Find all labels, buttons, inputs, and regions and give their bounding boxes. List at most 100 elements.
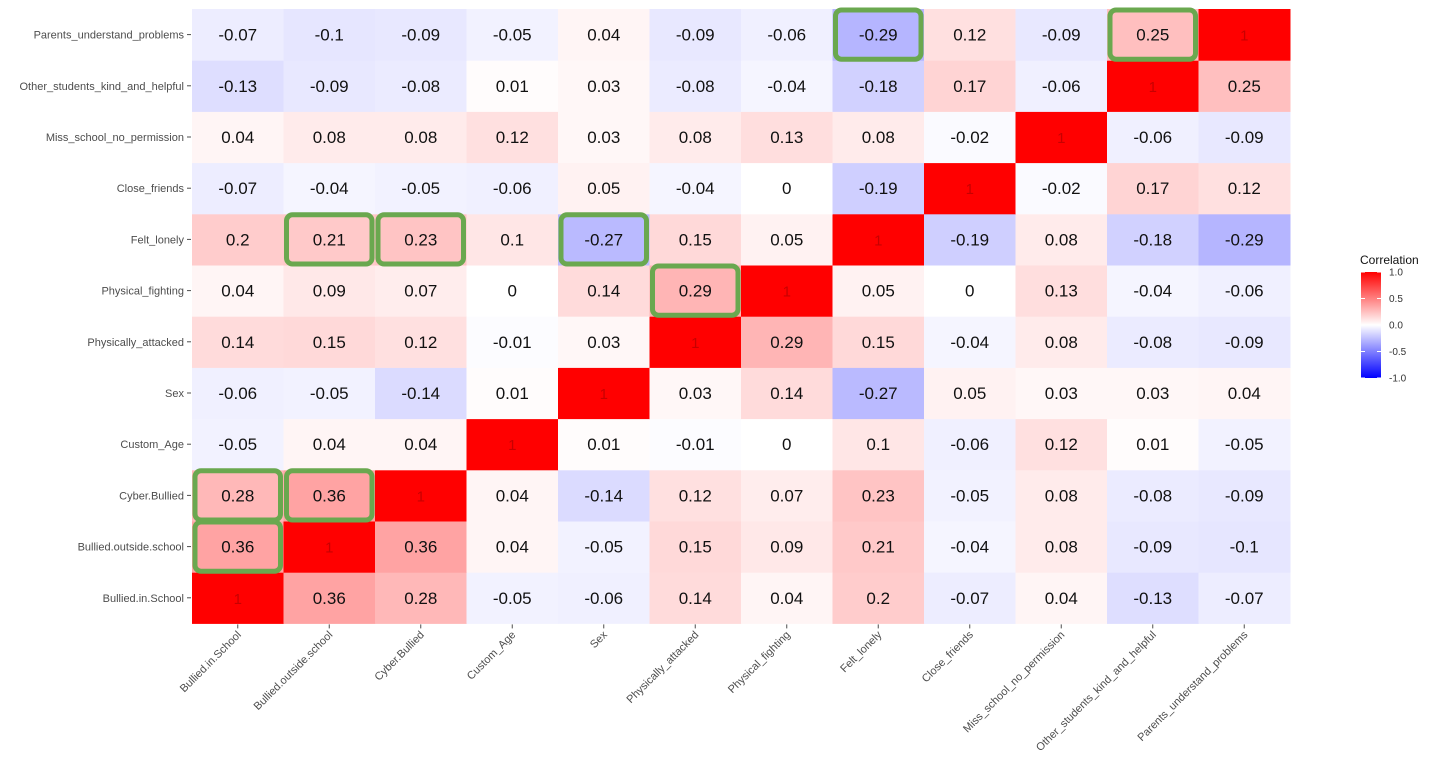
cell-value-label: 0.23 [862,486,895,505]
heatmap-cell [558,60,650,112]
cell-value-label: 1 [783,284,791,301]
highlight-box [284,212,375,267]
cell-value-label: 1 [874,232,882,249]
heatmap-cell [558,367,650,420]
cell-value-label: 0.08 [1045,538,1078,557]
cell-value-label: 0.09 [313,282,346,301]
heatmap-cell [1107,111,1199,164]
cell-value-label: -0.06 [584,589,623,608]
heatmap-cell [741,521,833,573]
heatmap-cell [466,60,559,112]
cell-value-label: 0.21 [862,538,895,557]
cell-value-label: 0.04 [770,589,803,608]
cell-value-label: -0.08 [1133,486,1172,505]
heatmap-cell [283,60,376,112]
heatmap-cell [1107,572,1199,624]
heatmap-cell [832,572,925,624]
cell-value-label: -0.05 [310,384,349,403]
heatmap-cell [649,162,742,215]
heatmap-cell [924,111,1016,164]
cell-value-label: 0.2 [226,230,250,249]
cell-value-label: -0.09 [1225,486,1264,505]
cell-value-label: 0.36 [313,486,346,505]
heatmap-cell [283,316,376,368]
cell-value-label: 0 [508,282,517,301]
heatmap-cell [649,213,742,266]
heatmap-cell [558,213,650,266]
cell-value-label: 0.12 [404,333,437,352]
heatmap-cell [1198,316,1291,368]
heatmap-cell [192,162,284,215]
x-tick-label: Cyber.Bullied [373,629,427,683]
heatmap-cell [375,469,467,522]
cell-value-label: 0.14 [221,333,254,352]
cell-value-label: 0.04 [496,538,529,557]
cell-value-label: 1 [417,488,425,505]
cell-value-label: 0.03 [587,77,620,96]
cell-value-label: -0.08 [676,77,715,96]
heatmap-cell [1107,265,1199,317]
cell-value-label: -0.06 [1042,77,1081,96]
cell-value-label: -0.27 [584,230,623,249]
cell-value-label: 0.14 [679,589,712,608]
heatmap-cell [1198,9,1291,61]
cell-value-label: 0.28 [404,589,437,608]
cell-value-label: 0.04 [496,486,529,505]
heatmap-cell [1198,418,1291,471]
cell-value-label: -0.09 [1225,128,1264,147]
heatmap-cell [741,162,833,215]
legend-title: Correlation [1360,253,1419,267]
cell-value-label: 0.03 [679,384,712,403]
cell-value-label: 0.08 [404,128,437,147]
heatmap-cell [1198,111,1291,164]
highlight-box [375,212,466,267]
cell-value-label: 0.01 [587,435,620,454]
heatmap-cell [283,213,376,266]
heatmap-cell [283,418,376,471]
cell-value-label: 0.08 [1045,486,1078,505]
cell-value-label: 0.04 [1045,589,1078,608]
heatmap-cell [375,418,467,471]
cell-value-label: -0.19 [950,230,989,249]
cell-value-label: -0.14 [401,384,440,403]
heatmap-cell [558,111,650,164]
heatmap-cell [741,213,833,266]
heatmap-cell [466,572,559,624]
heatmap-cell [741,367,833,420]
heatmap-cell [924,9,1016,61]
cell-value-label: -0.29 [859,26,898,45]
heatmap-cell [924,418,1016,471]
legend-tick-label: -0.5 [1389,347,1407,358]
heatmap-cell [375,572,467,624]
cell-value-label: -0.06 [950,435,989,454]
heatmap-cell [741,316,833,368]
heatmap-cell [741,418,833,471]
cell-value-label: 1 [1149,79,1157,96]
heatmap-cell [741,469,833,522]
cell-value-label: -0.14 [584,486,623,505]
cell-value-label: -0.05 [218,435,257,454]
heatmap-cell [924,265,1016,317]
heatmap-cell [558,162,650,215]
heatmap-cell [1107,213,1199,266]
x-tick-label: Miss_school_no_permission [961,629,1067,735]
heatmap-cell [649,521,742,573]
cell-value-label: 0.29 [770,333,803,352]
heatmap-cell [375,367,467,420]
heatmap-cell [466,213,559,266]
heatmap-cell [192,9,284,61]
legend-tick-label: 0.5 [1389,294,1403,305]
y-tick-label: Sex [165,388,184,400]
cell-value-label: 0.04 [221,128,254,147]
heatmap-cell [1107,162,1199,215]
x-tick-label: Felt_lonely [838,629,884,675]
heatmap-cell [1198,162,1291,215]
heatmap-cell [466,469,559,522]
heatmap-cell [558,521,650,573]
cell-value-label: 0.05 [587,179,620,198]
cell-value-label: 0.08 [1045,230,1078,249]
cell-value-label: -0.09 [1042,26,1081,45]
cell-value-label: 0.28 [221,486,254,505]
heatmap-cell [649,265,742,317]
